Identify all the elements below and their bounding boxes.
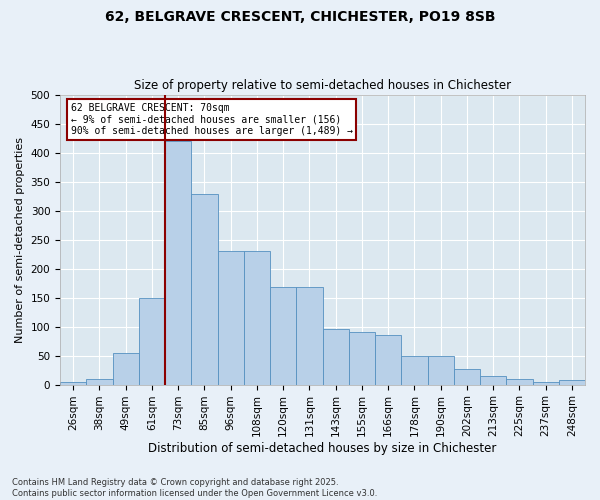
Text: 62 BELGRAVE CRESCENT: 70sqm
← 9% of semi-detached houses are smaller (156)
90% o: 62 BELGRAVE CRESCENT: 70sqm ← 9% of semi… <box>71 104 353 136</box>
Text: 62, BELGRAVE CRESCENT, CHICHESTER, PO19 8SB: 62, BELGRAVE CRESCENT, CHICHESTER, PO19 … <box>105 10 495 24</box>
Text: Contains HM Land Registry data © Crown copyright and database right 2025.
Contai: Contains HM Land Registry data © Crown c… <box>12 478 377 498</box>
Bar <box>218 251 244 384</box>
Bar <box>270 287 296 384</box>
Bar <box>480 376 506 384</box>
Title: Size of property relative to semi-detached houses in Chichester: Size of property relative to semi-detach… <box>134 79 511 92</box>
Bar <box>60 382 86 384</box>
Bar <box>533 382 559 384</box>
Bar <box>349 332 375 384</box>
Bar <box>191 194 218 384</box>
Bar <box>139 298 165 384</box>
X-axis label: Distribution of semi-detached houses by size in Chichester: Distribution of semi-detached houses by … <box>148 442 497 455</box>
Bar <box>559 380 585 384</box>
Bar <box>401 356 428 384</box>
Bar <box>296 287 323 384</box>
Bar <box>428 356 454 384</box>
Bar <box>86 379 113 384</box>
Bar <box>113 352 139 384</box>
Bar <box>323 330 349 384</box>
Bar <box>375 336 401 384</box>
Bar <box>454 369 480 384</box>
Bar <box>244 251 270 384</box>
Bar <box>165 141 191 384</box>
Bar <box>506 379 533 384</box>
Y-axis label: Number of semi-detached properties: Number of semi-detached properties <box>15 136 25 342</box>
